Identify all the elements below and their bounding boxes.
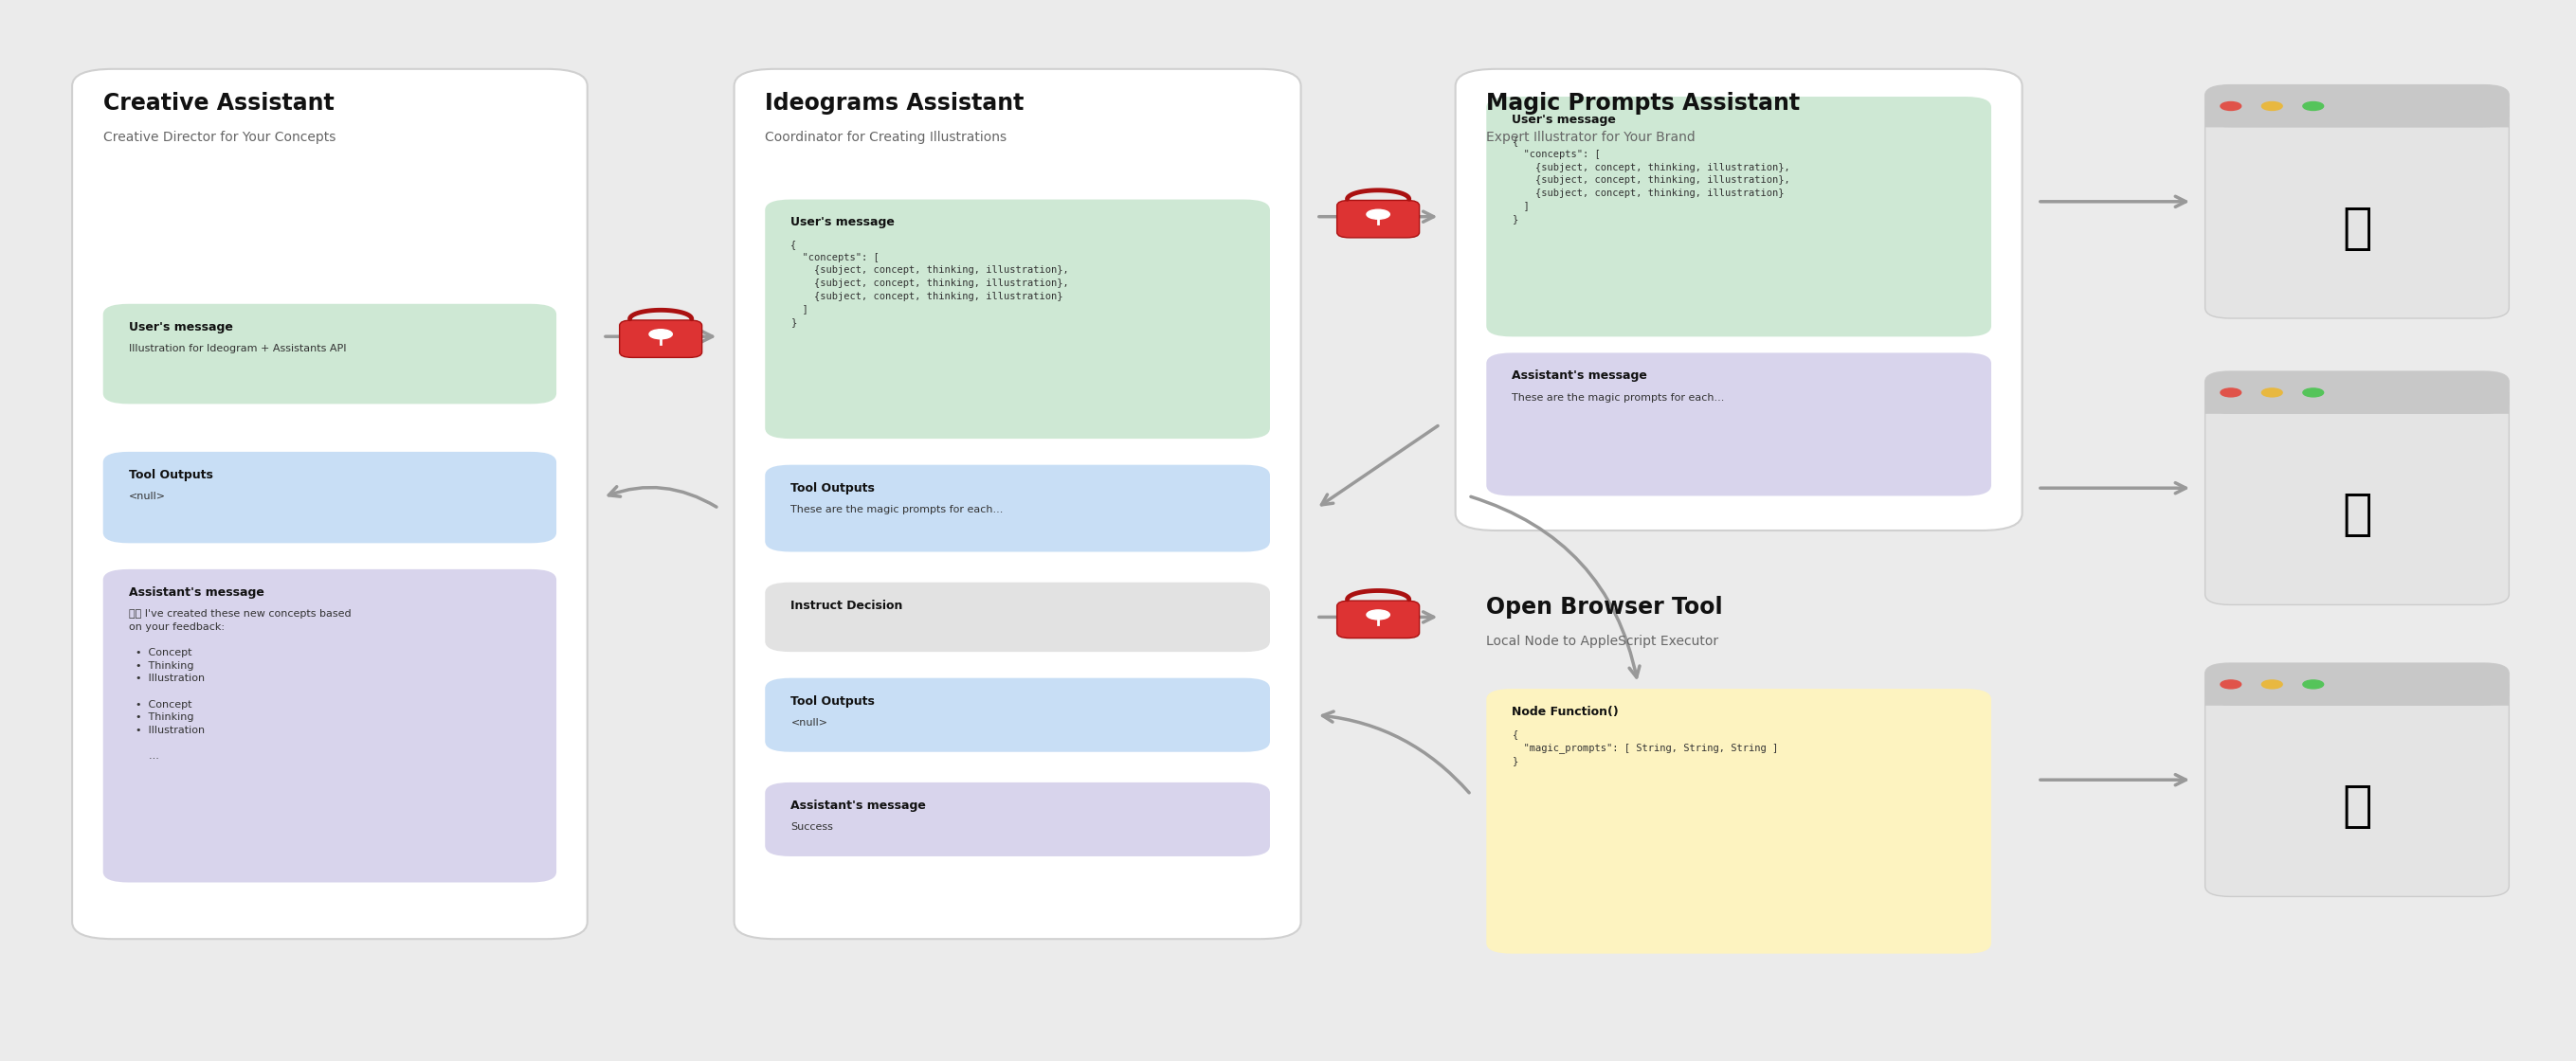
Text: User's message: User's message xyxy=(129,320,232,333)
Text: Expert Illustrator for Your Brand: Expert Illustrator for Your Brand xyxy=(1486,131,1695,144)
Text: Coordinator for Creating Illustrations: Coordinator for Creating Illustrations xyxy=(765,131,1007,144)
FancyBboxPatch shape xyxy=(103,570,556,883)
FancyBboxPatch shape xyxy=(618,320,701,358)
Text: Tool Outputs: Tool Outputs xyxy=(129,469,214,481)
Circle shape xyxy=(2303,680,2324,689)
FancyBboxPatch shape xyxy=(2205,106,2509,127)
Text: Local Node to AppleScript Executor: Local Node to AppleScript Executor xyxy=(1486,634,1718,647)
FancyBboxPatch shape xyxy=(734,69,1301,939)
FancyBboxPatch shape xyxy=(1486,353,1991,495)
FancyBboxPatch shape xyxy=(765,582,1270,651)
Text: {
  "concepts": [
    {subject, concept, thinking, illustration},
    {subject, : { "concepts": [ {subject, concept, think… xyxy=(791,240,1069,327)
Text: Tool Outputs: Tool Outputs xyxy=(791,482,876,494)
Text: These are the magic prompts for each...: These are the magic prompts for each... xyxy=(1512,394,1726,402)
Text: Creative Assistant: Creative Assistant xyxy=(103,92,335,115)
Text: Ideograms Assistant: Ideograms Assistant xyxy=(765,92,1025,115)
Text: 🧠: 🧠 xyxy=(2342,204,2372,253)
Circle shape xyxy=(2221,102,2241,110)
Circle shape xyxy=(2221,388,2241,397)
Text: User's message: User's message xyxy=(1512,114,1615,126)
Text: <null>: <null> xyxy=(791,718,827,728)
Text: User's message: User's message xyxy=(791,216,894,229)
Circle shape xyxy=(1368,210,1388,219)
FancyBboxPatch shape xyxy=(2205,85,2509,127)
Circle shape xyxy=(649,329,672,338)
FancyBboxPatch shape xyxy=(1486,689,1991,954)
Text: Assistant's message: Assistant's message xyxy=(129,587,265,598)
Text: Instruct Decision: Instruct Decision xyxy=(791,599,904,611)
Text: <null>: <null> xyxy=(129,492,165,502)
Text: Success: Success xyxy=(791,822,835,832)
FancyBboxPatch shape xyxy=(1337,201,1419,238)
Circle shape xyxy=(2262,102,2282,110)
FancyBboxPatch shape xyxy=(2205,663,2509,897)
Text: Assistant's message: Assistant's message xyxy=(791,799,927,812)
Circle shape xyxy=(2262,388,2282,397)
FancyBboxPatch shape xyxy=(103,303,556,404)
FancyBboxPatch shape xyxy=(765,678,1270,752)
Text: Open Browser Tool: Open Browser Tool xyxy=(1486,596,1723,619)
FancyBboxPatch shape xyxy=(765,199,1270,439)
FancyBboxPatch shape xyxy=(1455,69,2022,530)
FancyBboxPatch shape xyxy=(765,465,1270,552)
Text: {
  "magic_prompts": [ String, String, String ]
}: { "magic_prompts": [ String, String, Str… xyxy=(1512,729,1777,766)
Text: Illustration for Ideogram + Assistants API: Illustration for Ideogram + Assistants A… xyxy=(129,344,345,353)
Circle shape xyxy=(2303,102,2324,110)
Circle shape xyxy=(1368,610,1388,620)
Text: 🧑‍🎨 I've created these new concepts based
on your feedback:

  •  Concept
  •  T: 🧑‍🎨 I've created these new concepts base… xyxy=(129,610,350,761)
Circle shape xyxy=(2262,680,2282,689)
Text: 🧠: 🧠 xyxy=(2342,490,2372,539)
FancyBboxPatch shape xyxy=(2205,684,2509,706)
FancyBboxPatch shape xyxy=(2205,371,2509,414)
Text: 🧠: 🧠 xyxy=(2342,782,2372,831)
FancyBboxPatch shape xyxy=(1486,97,1991,336)
FancyBboxPatch shape xyxy=(1337,601,1419,638)
Text: These are the magic prompts for each...: These are the magic prompts for each... xyxy=(791,505,1005,515)
FancyBboxPatch shape xyxy=(2205,85,2509,318)
Text: Magic Prompts Assistant: Magic Prompts Assistant xyxy=(1486,92,1801,115)
Circle shape xyxy=(2221,680,2241,689)
Text: Node Function(): Node Function() xyxy=(1512,706,1618,718)
FancyBboxPatch shape xyxy=(2205,371,2509,605)
Text: Creative Director for Your Concepts: Creative Director for Your Concepts xyxy=(103,131,335,144)
FancyBboxPatch shape xyxy=(765,782,1270,856)
FancyBboxPatch shape xyxy=(2205,393,2509,414)
Circle shape xyxy=(2303,388,2324,397)
FancyBboxPatch shape xyxy=(72,69,587,939)
FancyBboxPatch shape xyxy=(2205,663,2509,706)
Text: {
  "concepts": [
    {subject, concept, thinking, illustration},
    {subject, : { "concepts": [ {subject, concept, think… xyxy=(1512,137,1790,224)
FancyBboxPatch shape xyxy=(103,452,556,543)
Text: Tool Outputs: Tool Outputs xyxy=(791,695,876,708)
Text: Assistant's message: Assistant's message xyxy=(1512,370,1649,382)
